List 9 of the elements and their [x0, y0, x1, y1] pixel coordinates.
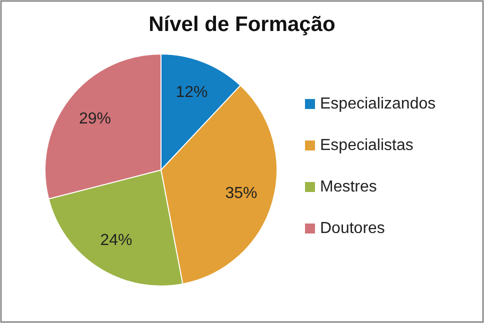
- data-label: 24%: [100, 232, 132, 250]
- legend-label: Mestres: [320, 178, 377, 196]
- data-label: 12%: [176, 84, 208, 101]
- legend-label: Doutores: [320, 220, 385, 237]
- legend-label: Especialistas: [320, 137, 414, 154]
- data-label: 35%: [225, 184, 258, 202]
- legend-label: Especializandos: [320, 96, 436, 112]
- chart-title: Nível de Formação: [148, 13, 336, 36]
- data-label: 29%: [78, 110, 112, 128]
